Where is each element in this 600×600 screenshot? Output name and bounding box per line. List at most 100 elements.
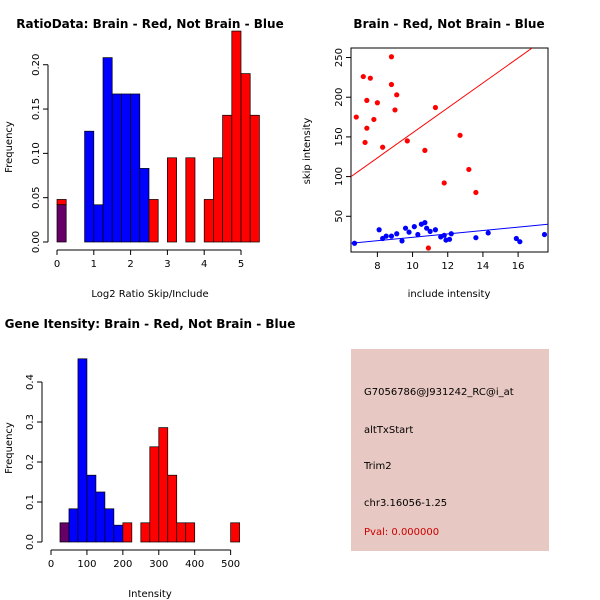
hist1-x-tick-label: 3 xyxy=(164,259,170,270)
point-notbrain xyxy=(448,231,454,237)
hist2-bar xyxy=(68,508,79,543)
hist2-bar xyxy=(86,474,97,543)
hist1-bar xyxy=(167,157,177,243)
hist2-x-tick-label: 0 xyxy=(48,559,54,570)
point-brain xyxy=(364,125,370,131)
scatter-ylabel: skip intensity xyxy=(302,118,313,185)
hist2-bar xyxy=(230,522,240,543)
hist1-bar xyxy=(203,199,214,243)
point-brain xyxy=(422,147,428,153)
probe-id: G7056786@J931242_RC@i_at xyxy=(364,387,514,398)
hist1-x-tick-label: 1 xyxy=(91,259,97,270)
hist2-bar xyxy=(176,522,187,543)
point-brain xyxy=(392,107,398,113)
point-notbrain xyxy=(411,223,417,230)
point-brain xyxy=(374,100,380,106)
gene-name: Trim2 xyxy=(364,461,392,472)
hist1-y-tick-label: 0.10 xyxy=(31,142,42,164)
point-notbrain xyxy=(399,238,405,244)
hist1-y-tick-label: 0.15 xyxy=(31,98,42,120)
location: chr3.16056-1.25 xyxy=(364,498,448,509)
scatter-x-tick-label: 16 xyxy=(512,261,525,272)
hist1-bar xyxy=(222,114,233,243)
point-notbrain xyxy=(376,227,382,233)
hist2-bar xyxy=(140,522,151,543)
hist2-bar xyxy=(104,508,115,543)
hist1-bar xyxy=(111,93,122,243)
point-brain xyxy=(466,166,472,173)
point-notbrain xyxy=(415,231,421,238)
point-notbrain xyxy=(388,233,395,239)
hist1-bar xyxy=(102,57,113,243)
point-notbrain xyxy=(432,227,439,233)
hist2-y-tick-label: 0.2 xyxy=(25,454,36,470)
point-brain xyxy=(457,132,463,138)
scatter-y-tick-label: 50 xyxy=(334,210,345,223)
hist2-bar xyxy=(158,427,169,543)
hist2-bar xyxy=(167,474,178,543)
hist1-ylabel: Frequency xyxy=(4,121,15,173)
point-notbrain xyxy=(427,228,433,234)
hist1-x-tick-label: 0 xyxy=(54,259,60,270)
scatter-y-tick-label: 150 xyxy=(334,127,345,146)
hist1-plot: 0 1 2 3 4 5 0.00 0.05 0.10 0.15 0.20 xyxy=(31,30,260,270)
hist1-bar xyxy=(56,199,67,206)
point-brain xyxy=(380,144,386,150)
hist1-y-tick-label: 0.05 xyxy=(31,187,42,209)
hist1-bar xyxy=(121,93,131,243)
point-notbrain xyxy=(473,235,479,241)
point-notbrain xyxy=(441,232,447,238)
hist2-bar xyxy=(77,358,88,543)
point-notbrain xyxy=(402,225,409,231)
scatter-y-tick-label: 200 xyxy=(334,88,345,107)
point-brain xyxy=(394,92,400,98)
point-brain xyxy=(367,75,373,81)
hist2-x-tick-label: 400 xyxy=(185,559,204,570)
hist2-bar xyxy=(95,491,106,543)
hist2-title: Gene Itensity: Brain - Red, Not Brain - … xyxy=(5,317,296,331)
fit-line-brain xyxy=(351,48,533,177)
scatter-y-tick-label: 100 xyxy=(334,167,345,186)
hist1-x-tick-label: 2 xyxy=(127,259,133,270)
scatter-x-tick-label: 14 xyxy=(477,261,490,272)
point-brain xyxy=(371,116,377,123)
point-notbrain xyxy=(406,229,412,235)
point-brain xyxy=(432,104,439,111)
hist1-title: RatioData: Brain - Red, Not Brain - Blue xyxy=(16,17,283,31)
hist1-bar xyxy=(84,130,95,243)
hist1-bar xyxy=(130,93,141,243)
hist1-xlabel: Log2 Ratio Skip/Include xyxy=(91,289,208,300)
point-brain xyxy=(362,139,368,146)
point-notbrain xyxy=(485,230,491,236)
hist1-overlap-bar xyxy=(56,204,67,243)
hist2-bar xyxy=(149,446,160,543)
scatter-box xyxy=(350,47,549,253)
scatter-x-tick-label: 8 xyxy=(374,261,380,272)
hist2-y-tick-label: 0.3 xyxy=(25,414,36,430)
point-brain xyxy=(404,138,410,144)
hist2-bar xyxy=(113,524,124,543)
point-notbrain xyxy=(517,239,523,245)
hist2-xlabel: Intensity xyxy=(128,589,172,600)
hist1-bar xyxy=(249,114,260,243)
scatter-title: Brain - Red, Not Brain - Blue xyxy=(353,17,544,31)
hist2-bar xyxy=(122,522,133,543)
scatter-x-tick-label: 12 xyxy=(441,261,454,272)
hist2-bar xyxy=(185,522,196,543)
hist1-bar xyxy=(93,204,104,243)
point-notbrain xyxy=(422,220,428,226)
scatter-xlabel: include intensity xyxy=(408,289,491,300)
hist2-y-tick-label: 0.0 xyxy=(25,534,36,550)
hist1-x-tick-label: 5 xyxy=(238,259,244,270)
hist2-y-tick-label: 0.4 xyxy=(25,374,36,390)
point-notbrain xyxy=(351,240,358,246)
point-brain xyxy=(425,245,431,251)
hist1-bar xyxy=(139,168,150,243)
hist1-bar xyxy=(185,157,196,243)
hist2-x-tick-label: 300 xyxy=(149,559,168,570)
hist2-x-tick-label: 500 xyxy=(221,559,240,570)
point-brain xyxy=(473,189,479,196)
hist2-y-tick-label: 0.1 xyxy=(25,494,36,510)
hist2-x-tick-label: 200 xyxy=(113,559,132,570)
